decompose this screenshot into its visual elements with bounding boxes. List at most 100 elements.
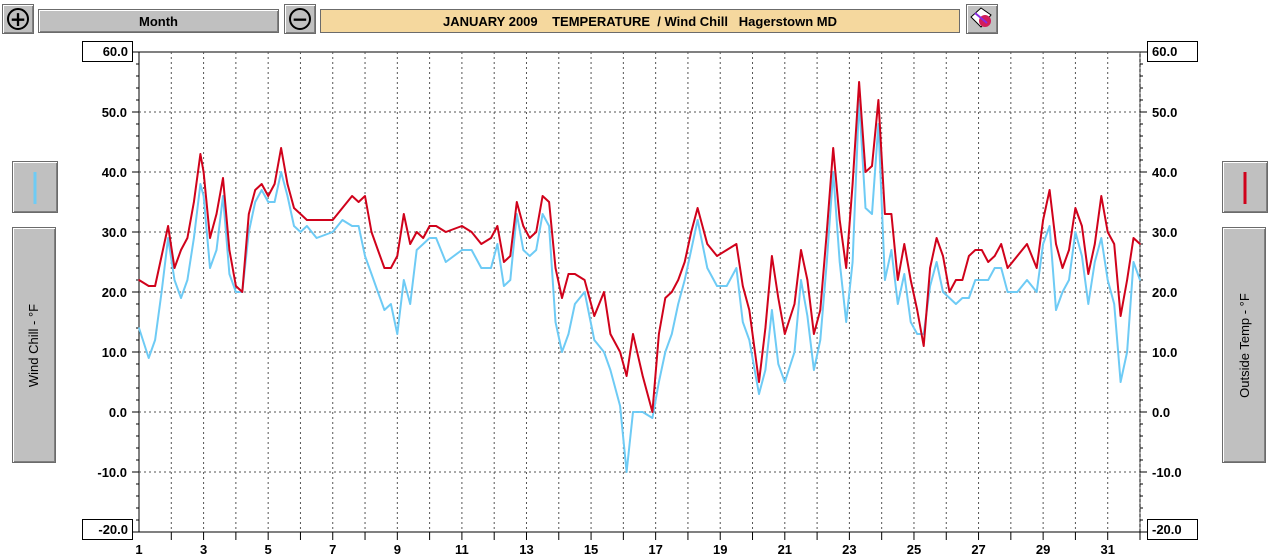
outside-temp-point <box>574 273 576 275</box>
wind-chill-point <box>470 249 473 251</box>
wind-chill-point <box>1100 237 1103 239</box>
wind-chill-point <box>209 267 211 269</box>
outside-temp-point <box>832 147 834 149</box>
wind-chill-point <box>706 267 709 269</box>
wind-chill-point <box>1000 267 1002 269</box>
outside-temp-point <box>683 261 686 263</box>
wind-chill-point <box>1119 381 1122 383</box>
outside-temp-point <box>935 237 938 239</box>
range-selector-button[interactable]: Month <box>38 9 279 33</box>
wind-chill-point <box>147 357 150 359</box>
outside-temp-legend-swatch[interactable] <box>1222 161 1268 213</box>
wind-chill-point <box>273 201 276 203</box>
wind-chill-point <box>955 303 957 305</box>
outside-temp-point <box>445 231 447 233</box>
wind-chill-point <box>351 225 353 227</box>
zoom-out-icon: − <box>289 8 311 30</box>
wind-chill-point <box>248 231 250 233</box>
outside-temp-point <box>742 285 744 287</box>
wind-chill-point <box>819 339 822 341</box>
y-tick-label-right: 20.0 <box>1152 285 1177 300</box>
wind-chill-point <box>496 243 499 245</box>
outside-temp-point <box>202 171 205 173</box>
x-tick-label: 1 <box>135 542 142 557</box>
x-tick-label: 13 <box>519 542 533 557</box>
wind-chill-point <box>260 189 263 191</box>
outside-temp-point <box>306 219 308 221</box>
outside-temp-point <box>228 249 231 251</box>
left-y-max-input[interactable]: 60.0 <box>82 41 133 62</box>
outside-temp-point <box>254 189 256 191</box>
wind-chill-point <box>619 405 621 407</box>
right-y-max-input[interactable]: 60.0 <box>1147 41 1198 62</box>
outside-temp-point <box>909 279 912 281</box>
zoom-out-button[interactable]: − <box>284 4 316 34</box>
outside-temp-point <box>503 261 505 263</box>
wind-chill-point <box>935 261 938 263</box>
wind-chill-point <box>671 333 673 335</box>
x-tick-label: 11 <box>455 542 469 557</box>
outside-temp-point <box>671 291 673 293</box>
outside-temp-point <box>813 333 815 335</box>
outside-temp-point <box>903 243 906 245</box>
x-tick-label: 15 <box>584 542 598 557</box>
wind-chill-point <box>1068 279 1070 281</box>
y-tick-label-left: 20.0 <box>102 285 127 300</box>
outside-temp-point <box>664 297 667 299</box>
outside-temp-point <box>922 345 925 347</box>
outside-temp-point <box>509 255 512 257</box>
wind-chill-point <box>554 321 557 323</box>
left-y-min-input[interactable]: -20.0 <box>82 519 133 540</box>
x-tick-label: 27 <box>971 542 985 557</box>
outside-temp-axis-button[interactable]: Outside Temp - °F <box>1222 227 1266 463</box>
outside-temp-point <box>422 237 425 239</box>
outside-temp-point <box>1048 189 1051 191</box>
wind-chill-point <box>1106 279 1109 281</box>
outside-temp-point <box>1119 315 1122 317</box>
right-y-min-input[interactable]: -20.0 <box>1147 519 1198 540</box>
wind-chill-point <box>1139 279 1141 281</box>
outside-temp-point <box>138 279 140 281</box>
outside-temp-point <box>409 243 412 245</box>
wind-chill-point <box>942 291 944 293</box>
outside-temp-point <box>826 231 828 233</box>
wind-chill-point <box>784 381 786 383</box>
outside-temp-point <box>1087 273 1090 275</box>
wind-chill-point <box>1061 291 1064 293</box>
print-button[interactable] <box>966 4 998 34</box>
wind-chill-point <box>293 225 295 227</box>
wind-chill-axis-button[interactable]: Wind Chill - °F <box>12 227 56 463</box>
wind-chill-point <box>1042 243 1044 245</box>
wind-chill-point <box>583 291 586 293</box>
wind-chill-point <box>1094 261 1096 263</box>
wind-chill-point <box>522 249 525 251</box>
outside-temp-point <box>390 267 392 269</box>
outside-temp-point <box>793 303 796 305</box>
wind-chill-point <box>254 201 256 203</box>
outside-temp-point <box>286 183 289 185</box>
outside-temp-point <box>677 279 679 281</box>
wind-chill-legend-swatch[interactable] <box>12 161 58 213</box>
wind-chill-point <box>1048 225 1051 227</box>
outside-temp-point <box>209 237 211 239</box>
wind-chill-point <box>222 195 224 197</box>
outside-temp-line-icon <box>1243 172 1247 204</box>
wind-chill-point <box>981 279 983 281</box>
outside-temp-point <box>1139 243 1141 245</box>
wind-chill-point <box>390 303 392 305</box>
zoom-in-button[interactable]: + <box>2 4 34 34</box>
outside-temp-point <box>764 327 767 329</box>
wind-chill-point <box>199 183 202 185</box>
wind-chill-point <box>315 237 318 239</box>
wind-chill-point <box>370 273 373 275</box>
outside-temp-point <box>1016 255 1019 257</box>
wind-chill-point <box>593 339 596 341</box>
outside-temp-point <box>331 219 334 221</box>
outside-temp-point <box>377 249 379 251</box>
wind-chill-point <box>422 243 425 245</box>
outside-temp-point <box>658 333 660 335</box>
x-tick-label: 23 <box>842 542 856 557</box>
outside-temp-point <box>858 81 860 83</box>
outside-temp-point <box>293 207 295 209</box>
wind-chill-point <box>683 279 686 281</box>
